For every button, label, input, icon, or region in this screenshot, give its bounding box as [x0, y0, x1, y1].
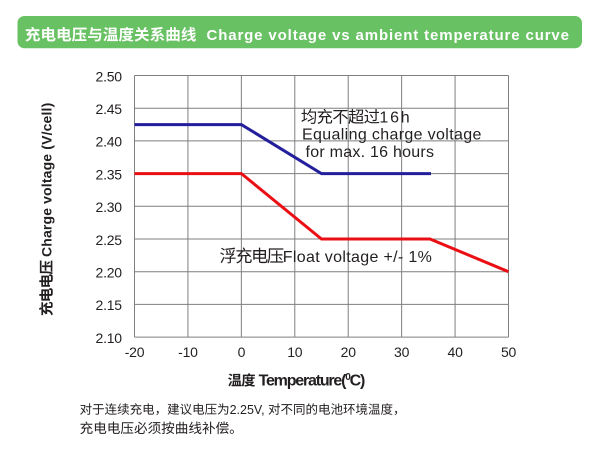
svg-text:2.45: 2.45 — [96, 101, 123, 117]
svg-text:Charge voltage vs ambient temp: Charge voltage vs ambient temperature cu… — [207, 27, 570, 44]
svg-text:2.15: 2.15 — [96, 297, 123, 313]
svg-text:for max. 16 hours: for max. 16 hours — [306, 144, 435, 161]
svg-text:-20: -20 — [125, 344, 145, 360]
svg-text:2.25: 2.25 — [96, 232, 123, 248]
svg-text:2.40: 2.40 — [96, 134, 123, 150]
svg-text:2.30: 2.30 — [96, 199, 123, 215]
svg-text:2.10: 2.10 — [96, 330, 123, 346]
svg-text:-10: -10 — [178, 344, 198, 360]
svg-text:Charge voltage (V/cell): Charge voltage (V/cell) — [39, 103, 55, 257]
svg-text:30: 30 — [394, 344, 410, 360]
svg-text:Equaling charge voltage: Equaling charge voltage — [302, 127, 482, 144]
svg-text:40: 40 — [448, 344, 464, 360]
svg-text:16h: 16h — [379, 110, 411, 127]
svg-text:Float voltage +/- 1%: Float voltage +/- 1% — [283, 249, 432, 266]
svg-text:20: 20 — [341, 344, 357, 360]
svg-text:0: 0 — [238, 344, 246, 360]
svg-text:2.50: 2.50 — [96, 68, 123, 84]
svg-text:2.20: 2.20 — [96, 265, 123, 281]
svg-text:Temperature(0C): Temperature(0C) — [259, 372, 365, 389]
svg-text:2.35: 2.35 — [96, 166, 123, 182]
svg-text:50: 50 — [501, 344, 517, 360]
svg-text:10: 10 — [287, 344, 303, 360]
svg-text:2.25V,: 2.25V, — [230, 403, 265, 417]
